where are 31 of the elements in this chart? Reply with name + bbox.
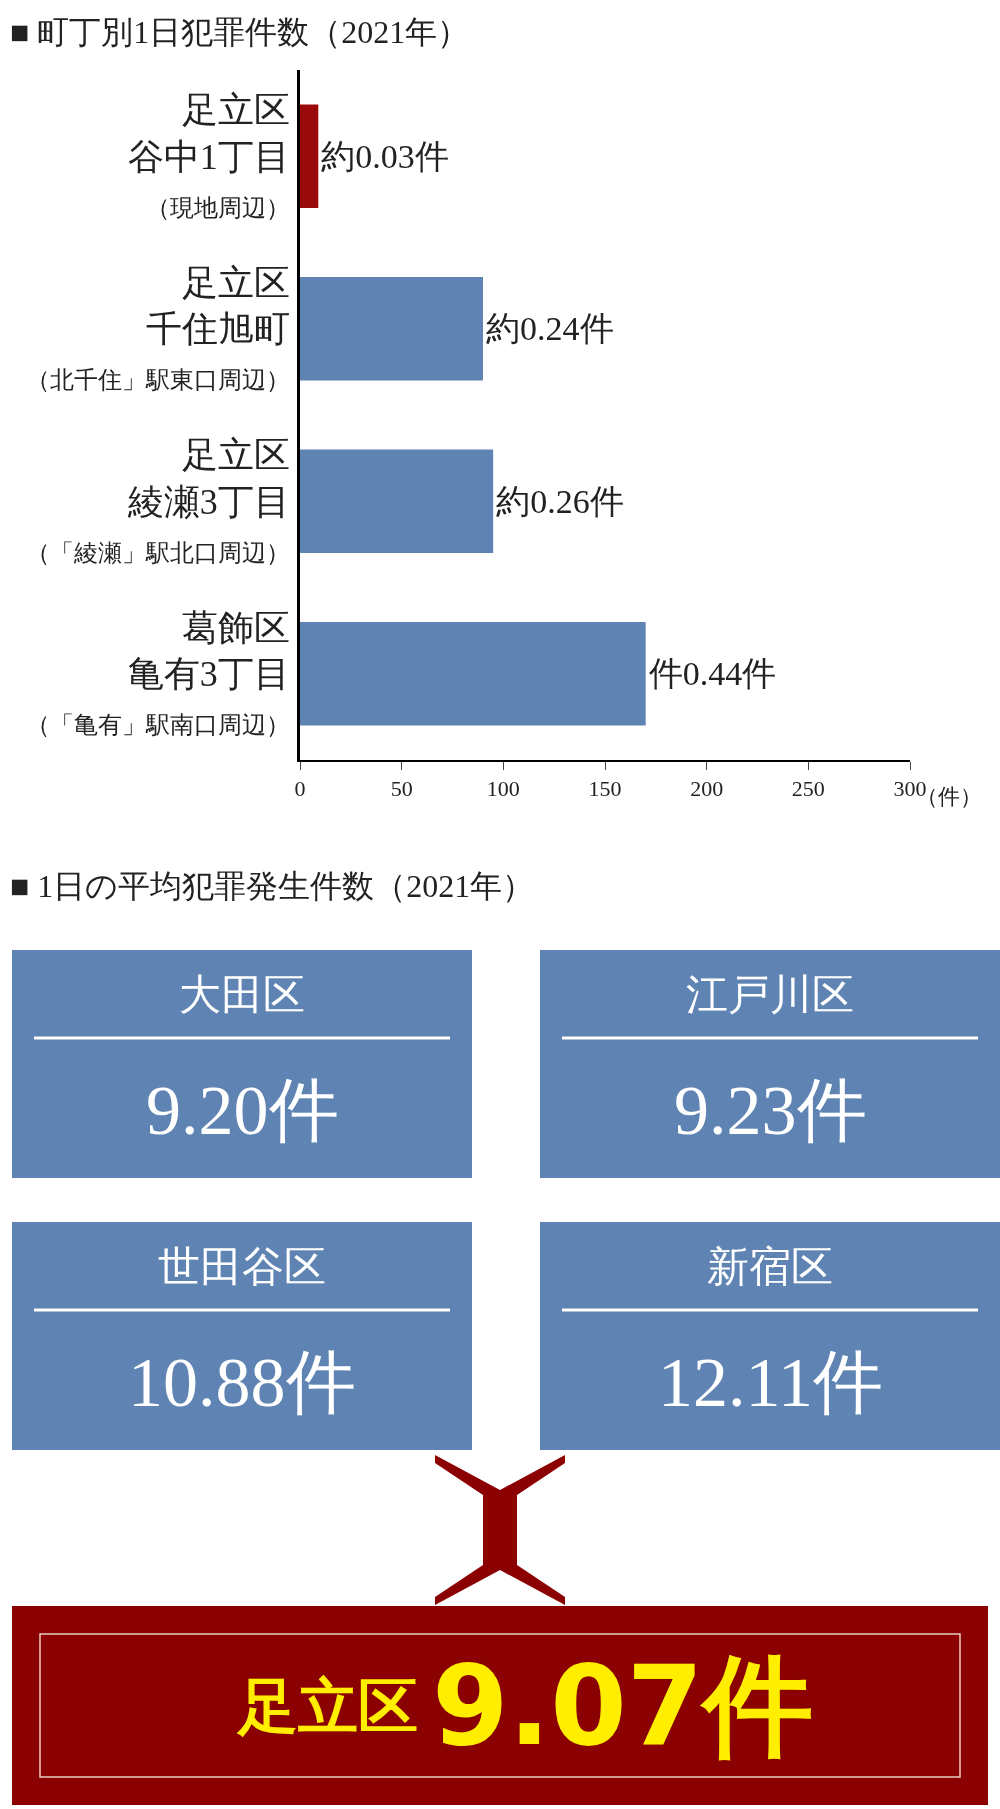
x-tick-label: 0 — [294, 776, 306, 802]
bar — [300, 449, 494, 553]
x-tick-label: 100 — [486, 776, 520, 802]
category-label: 新宿区 — [707, 1244, 833, 1290]
text: 10.88件 — [128, 1344, 356, 1421]
y-tick-label: 足立区谷中1丁目（現地周辺） — [127, 90, 290, 221]
text: ■ 1日の平均犯罪発生件数（2021年） — [10, 867, 535, 904]
bar — [300, 622, 646, 726]
category-label: 江戸川区 — [686, 972, 854, 1018]
text: 12.11件 — [658, 1344, 883, 1421]
y-tick-label: 足立区千住旭町（北千住」駅東口周辺） — [25, 262, 290, 394]
bar — [300, 104, 319, 208]
chart-title: ■ 町丁別1日犯罪件数（2021年） — [10, 13, 470, 50]
text: 9.07件 — [432, 1642, 814, 1770]
data-label: 約0.03件 — [321, 137, 449, 175]
x-tick-label: 250 — [791, 776, 825, 802]
text: 9.23件 — [674, 1072, 867, 1149]
x-tick-label: 200 — [690, 776, 724, 802]
data-label: 件0.44件 — [648, 655, 777, 693]
data-label: 約0.26件 — [496, 482, 624, 520]
text: 9.20件 — [146, 1072, 339, 1149]
category-label: 大田区 — [179, 972, 305, 1018]
data-label: 約0.24件 — [486, 310, 614, 348]
bar — [300, 277, 483, 381]
x-tick-label: 150 — [588, 776, 622, 802]
category-label: 世田谷区 — [158, 1244, 326, 1290]
category-label: 足立区 — [236, 1671, 418, 1741]
y-tick-label: 葛飾区亀有3丁目（「亀有」駅南口周辺） — [25, 607, 290, 739]
x-tick-label: 300 — [893, 776, 927, 802]
x-tick-label: 50 — [390, 776, 413, 802]
y-tick-label: 足立区綾瀬3丁目（「綾瀬」駅北口周辺） — [25, 435, 290, 566]
